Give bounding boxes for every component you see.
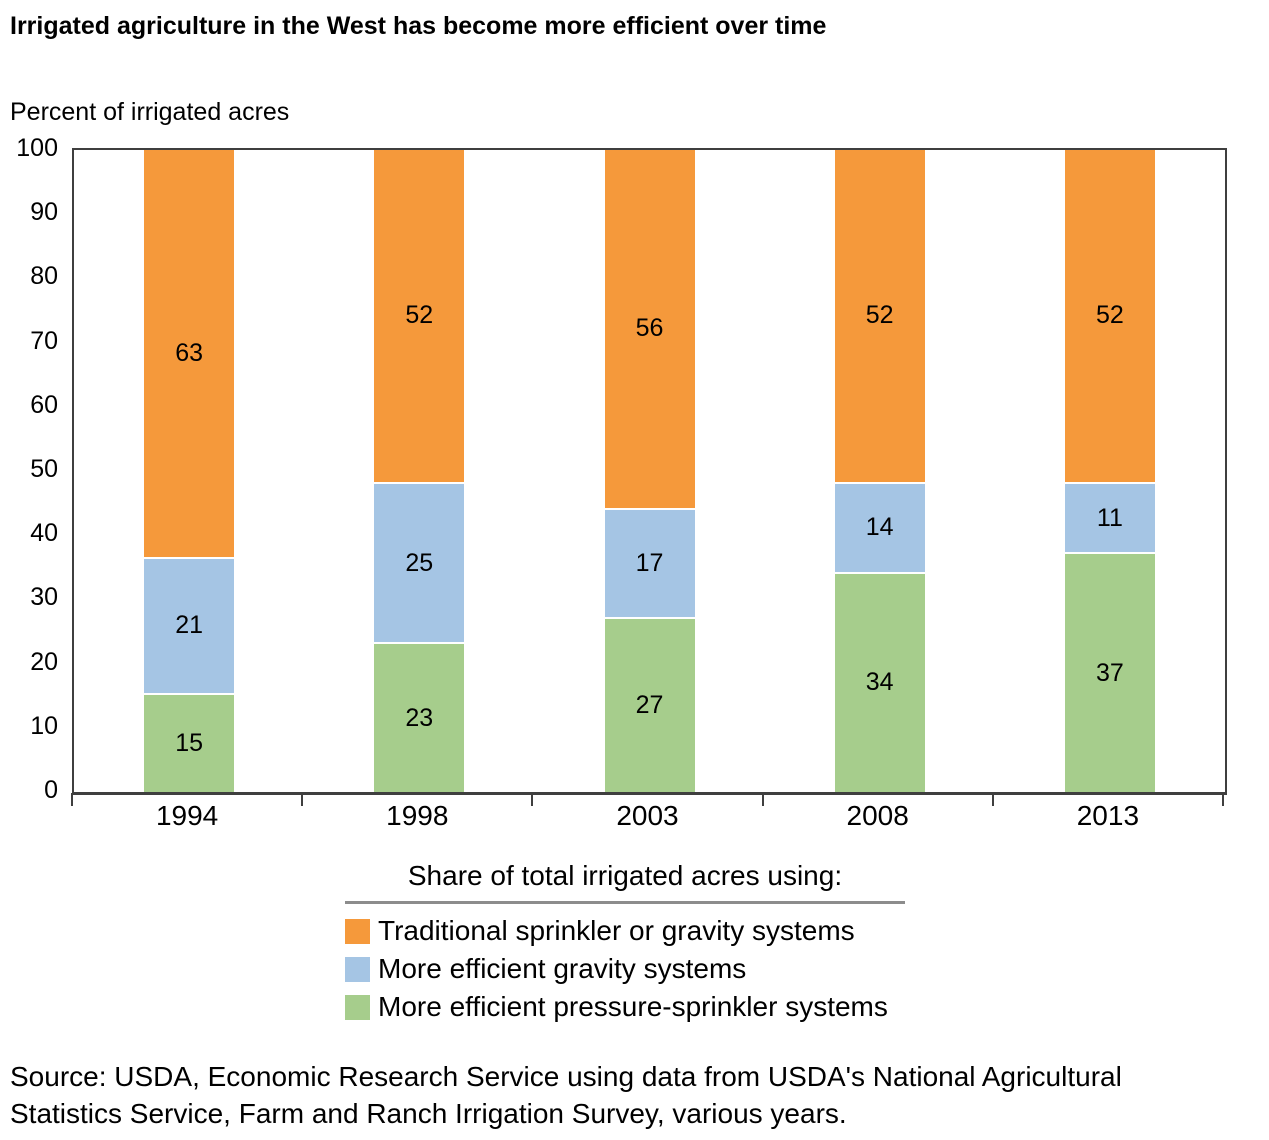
- source-line-2: Statistics Service, Farm and Ranch Irrig…: [10, 1098, 847, 1129]
- y-axis-label: 30: [30, 583, 58, 612]
- y-axis-caption: Percent of irrigated acres: [10, 98, 290, 126]
- bar-segment: 15: [144, 694, 235, 792]
- legend-swatch-icon: [345, 994, 370, 1020]
- legend-label: Traditional sprinkler or gravity systems: [378, 915, 855, 946]
- bar-segment: 23: [374, 644, 465, 792]
- bar-segment: 37: [1064, 554, 1155, 792]
- bar-value-label: 52: [865, 301, 894, 330]
- y-axis-label: 0: [44, 776, 58, 804]
- x-axis-tick: [761, 793, 764, 806]
- x-axis-tick: [991, 793, 994, 806]
- legend-swatch-icon: [345, 918, 370, 944]
- bar-value-label: 37: [1095, 658, 1124, 687]
- y-axis-label: 80: [30, 262, 58, 291]
- bar-segment: 17: [604, 509, 695, 619]
- x-axis-label-1998: 1998: [386, 800, 449, 831]
- bar-value-label: 52: [405, 301, 434, 330]
- y-axis-label: 10: [30, 711, 58, 740]
- bar-value-label: 27: [635, 690, 664, 719]
- bar-segment: 25: [374, 483, 465, 645]
- bar-value-label: 63: [175, 338, 203, 367]
- bar-value-label: 15: [175, 728, 203, 757]
- bar-segment: 14: [834, 483, 925, 574]
- bar-segment: 11: [1064, 483, 1155, 555]
- x-axis-tick: [301, 793, 304, 806]
- bar-segment: 52: [374, 150, 465, 484]
- bar-value-label: 23: [405, 703, 434, 732]
- bar-segment: 56: [604, 150, 695, 510]
- bar-segment: 34: [834, 573, 925, 792]
- bar-value-label: 14: [865, 513, 894, 542]
- bar-segment: 21: [144, 558, 235, 695]
- legend-swatch-icon: [345, 956, 370, 982]
- y-axis-label: 70: [30, 326, 58, 355]
- bar-segment: 52: [834, 150, 925, 484]
- legend-item: Traditional sprinkler or gravity systems: [345, 912, 965, 950]
- bar-value-label: 11: [1096, 503, 1123, 532]
- y-axis-label: 60: [30, 390, 58, 419]
- stacked-bar-2008: 52 14 34: [834, 150, 925, 792]
- x-axis-tick: [1222, 793, 1224, 806]
- y-axis-label: 40: [30, 519, 58, 548]
- bar-segment: 63: [144, 150, 235, 559]
- legend-label: More efficient gravity systems: [378, 953, 747, 984]
- y-axis-label: 90: [30, 198, 58, 227]
- y-axis-label: 100: [16, 134, 58, 162]
- x-axis-tick: [71, 793, 73, 806]
- y-axis-label: 20: [30, 647, 58, 676]
- bar-segment: 52: [1064, 150, 1155, 484]
- chart-title: Irrigated agriculture in the West has be…: [10, 12, 827, 40]
- x-axis-label-2003: 2003: [616, 800, 679, 831]
- legend-item: More efficient gravity systems: [345, 950, 965, 988]
- source-note: Source: USDA, Economic Research Service …: [10, 1058, 1250, 1132]
- source-line-1: Source: USDA, Economic Research Service …: [10, 1061, 1122, 1092]
- bar-value-label: 25: [405, 548, 434, 577]
- legend-title: Share of total irrigated acres using:: [407, 860, 843, 891]
- x-axis-label-1994: 1994: [155, 800, 219, 831]
- bar-value-label: 52: [1095, 301, 1124, 330]
- bar-value-label: 21: [175, 611, 203, 640]
- bar-value-label: 34: [865, 668, 894, 697]
- legend-item: More efficient pressure-sprinkler system…: [345, 988, 965, 1026]
- x-axis-tick: [531, 793, 534, 806]
- bar-segment: 27: [604, 618, 695, 792]
- legend-label: More efficient pressure-sprinkler system…: [378, 991, 888, 1022]
- stacked-bar-2013: 52 11 37: [1064, 150, 1155, 792]
- x-axis-label-2013: 2013: [1076, 800, 1140, 831]
- x-axis-label-2008: 2008: [846, 800, 909, 831]
- legend-rule: [345, 901, 905, 904]
- legend: Traditional sprinkler or gravity systems…: [345, 912, 965, 1026]
- stacked-bar-2003: 56 17 27: [604, 150, 695, 792]
- bar-value-label: 17: [635, 548, 664, 577]
- y-axis-label: 50: [30, 455, 58, 483]
- stacked-bar-1994: 63 21 15: [144, 150, 235, 792]
- bar-value-label: 56: [635, 314, 664, 343]
- plot-area: 63 21 15 52 25 23 56 17 27 52 14 34 52 11 37: [72, 148, 1227, 795]
- stacked-bar-1998: 52 25 23: [374, 150, 465, 792]
